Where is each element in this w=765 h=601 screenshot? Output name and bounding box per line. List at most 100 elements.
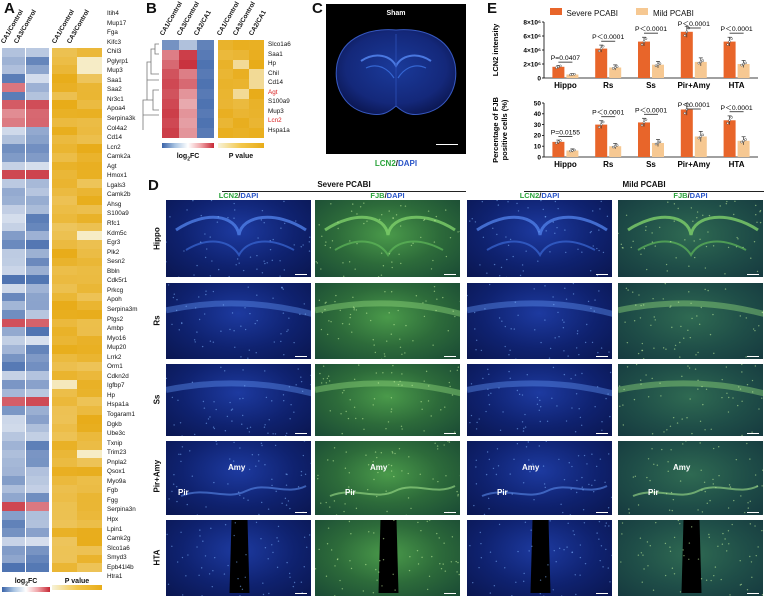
fc-cell xyxy=(2,109,25,119)
p-cell xyxy=(77,397,102,407)
gene-label: Cd14 xyxy=(268,79,284,87)
stain-sep: / xyxy=(539,191,542,200)
fc-cell xyxy=(2,56,25,66)
p-cell xyxy=(52,196,77,206)
fc-cell xyxy=(179,40,197,51)
fc-cell xyxy=(2,248,25,258)
data-point xyxy=(740,63,743,67)
fc-cell xyxy=(25,213,49,223)
p-cell xyxy=(52,406,77,416)
gene-label: Prkcg xyxy=(107,286,124,294)
fc-cell xyxy=(25,423,49,433)
fc-cell xyxy=(2,432,25,442)
stain-sep: / xyxy=(384,191,387,200)
p-cell xyxy=(52,248,77,258)
y-tick-label: 6×10⁶ xyxy=(523,33,541,40)
data-point xyxy=(687,104,691,107)
panel-d-group2-line xyxy=(524,191,764,192)
fc-cell xyxy=(2,231,25,241)
gene-label: Igfbp7 xyxy=(107,382,125,390)
legend-severe-swatch xyxy=(550,8,562,16)
data-point xyxy=(730,116,733,119)
p-cell xyxy=(248,49,264,60)
micrograph-ss-3 xyxy=(466,363,613,437)
fc-cell xyxy=(25,475,49,485)
p-cell xyxy=(52,397,77,407)
p-cell xyxy=(52,100,77,110)
fc-cell xyxy=(25,135,49,145)
p-cell xyxy=(218,98,234,109)
gene-label: Fgg xyxy=(107,496,118,504)
p-cell xyxy=(52,475,77,485)
p-cell xyxy=(233,89,249,100)
fc-cell xyxy=(2,82,25,92)
fc-cell xyxy=(2,74,25,84)
p-cell xyxy=(52,449,77,459)
p-cell xyxy=(52,362,77,372)
p-cell xyxy=(77,458,102,468)
fc-cell xyxy=(25,292,49,302)
p-cell xyxy=(77,266,102,276)
p-cell xyxy=(248,118,264,129)
fc-cell xyxy=(25,502,49,512)
panel-d-group1-line xyxy=(222,191,466,192)
gene-label: Lrrk2 xyxy=(107,353,122,361)
p-cell xyxy=(77,371,102,381)
p-cell xyxy=(52,336,77,346)
category-label: Rs xyxy=(603,81,614,90)
panel-b-fc-legend-title: log2FC xyxy=(176,153,200,163)
fc-cell xyxy=(25,74,49,84)
fc-cell xyxy=(25,240,49,250)
fc-cell xyxy=(2,301,25,311)
fc-cell xyxy=(2,257,25,267)
fc-cell xyxy=(2,362,25,372)
p-cell xyxy=(52,152,77,162)
fc-cell xyxy=(179,89,197,100)
p-cell xyxy=(52,144,77,154)
data-point xyxy=(744,138,747,141)
gene-label: Agt xyxy=(268,88,278,96)
micrograph-rs-3 xyxy=(466,282,613,360)
fc-cell xyxy=(2,449,25,459)
p-cell xyxy=(52,510,77,520)
fc-cell xyxy=(2,310,25,320)
fc-cell xyxy=(25,205,49,215)
p-cell xyxy=(77,484,102,494)
fc-cell xyxy=(2,144,25,154)
p-cell xyxy=(233,59,249,70)
fc-cell xyxy=(196,49,214,60)
gene-label: Slco1a6 xyxy=(268,41,291,48)
gene-label: Hspa1a xyxy=(268,126,290,134)
p-cell xyxy=(77,117,102,127)
stain-b: DAPI xyxy=(541,191,560,200)
fc-cell xyxy=(25,283,49,293)
panel-c-stain-label: LCN2/DAPI xyxy=(374,159,418,168)
legend-mild-label: Mild PCABI xyxy=(652,9,694,18)
data-point xyxy=(597,125,601,129)
p-cell xyxy=(77,327,102,337)
fc-cell xyxy=(25,449,49,459)
p-cell xyxy=(52,519,77,529)
panel-e-letter: E xyxy=(487,0,498,17)
fc-cell xyxy=(179,118,197,129)
p-cell xyxy=(52,537,77,547)
panel-a-letter: A xyxy=(4,0,15,17)
p-value-label: P＜0.0001 xyxy=(592,110,624,117)
p-cell xyxy=(77,213,102,223)
category-label: HTA xyxy=(729,81,745,90)
fc-cell xyxy=(2,100,25,110)
data-point xyxy=(658,62,662,65)
micrograph-pir-amy-2: Amy Pir xyxy=(314,440,461,516)
p-cell xyxy=(77,240,102,250)
panel-d-col-label: LCN2/DAPI xyxy=(165,191,312,200)
panel-d-row-label: HTA xyxy=(152,549,162,566)
gene-label: Egr3 xyxy=(107,239,121,247)
gene-label: Mup3 xyxy=(268,107,284,115)
gene-label: Chil3 xyxy=(107,48,122,56)
data-point xyxy=(559,139,562,142)
fc-cell xyxy=(2,563,25,573)
fc-cell xyxy=(25,109,49,119)
bar-severe xyxy=(595,48,608,78)
fc-cell xyxy=(162,69,180,80)
amy-label: Amy xyxy=(673,463,691,472)
